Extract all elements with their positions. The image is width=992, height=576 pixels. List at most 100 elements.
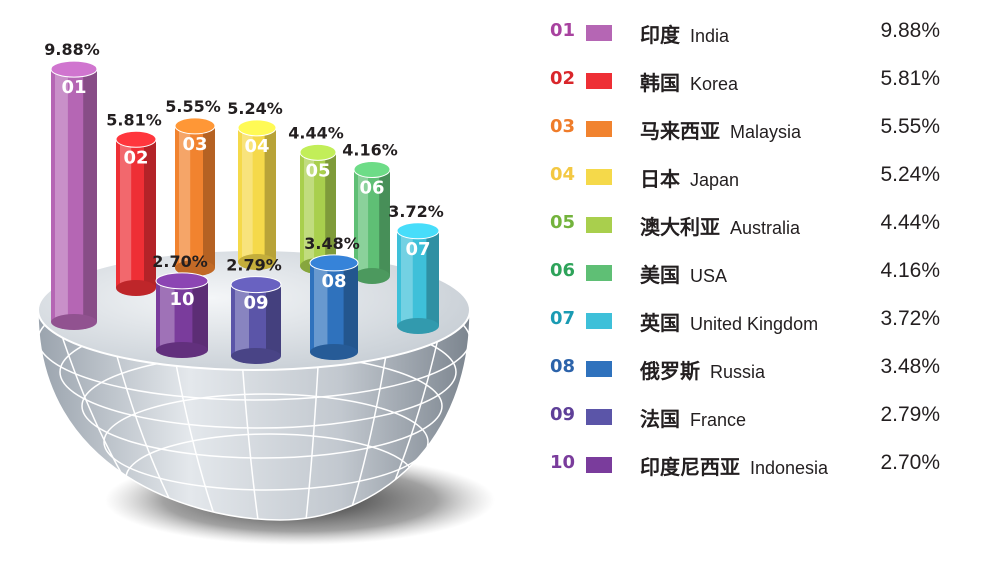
legend-percent: 3.48% xyxy=(880,355,940,378)
legend-item-02: 02 韩国 Korea 5.81% xyxy=(548,62,988,96)
legend-swatch xyxy=(586,313,612,329)
legend-country-en: Korea xyxy=(690,74,739,94)
bar-bottom-cap xyxy=(51,314,97,330)
legend-country-en: Malaysia xyxy=(730,122,802,142)
bar-shade xyxy=(343,262,358,352)
value-label-08: 3.48% xyxy=(304,234,360,253)
bar-top-cap xyxy=(353,161,391,179)
legend-number: 06 xyxy=(550,260,576,281)
legend-country-en: USA xyxy=(690,266,728,286)
legend-country-en: Australia xyxy=(730,218,801,238)
legend-item-06: 06 美国 USA 4.16% xyxy=(548,254,988,288)
legend-country-en: India xyxy=(690,26,730,46)
bar-highlight xyxy=(55,69,68,323)
bar-09: 09 xyxy=(230,276,282,364)
bar-top-cap xyxy=(50,60,98,78)
bar-bottom-cap xyxy=(175,260,215,276)
legend-country-cn: 英国 xyxy=(640,311,680,335)
legend-country-cn: 澳大利亚 xyxy=(640,215,720,239)
bar-number: 09 xyxy=(243,293,268,314)
legend-swatch xyxy=(586,409,612,425)
legend-number: 04 xyxy=(550,164,576,185)
legend-item-04: 04 日本 Japan 5.24% xyxy=(548,158,988,192)
bowl-grid-ring xyxy=(103,393,429,491)
value-label-05: 4.44% xyxy=(288,123,344,142)
bar-shade xyxy=(266,284,281,356)
legend-country: 印度尼西亚 Indonesia xyxy=(640,451,828,480)
value-labels: 9.88% 5.81%5.55% 5.24% 4.44%4.16% 3.72% 2.70%… xyxy=(44,40,444,275)
legend-swatch xyxy=(586,73,612,89)
bowl-grid-ring xyxy=(38,312,470,401)
legend-percent: 2.79% xyxy=(880,403,940,426)
value-label-03: 5.55% xyxy=(165,97,221,116)
bar-shade xyxy=(264,127,276,262)
legend-country: 法国 France xyxy=(640,403,746,432)
bar-02: 02 xyxy=(115,130,157,296)
value-label-04: 5.24% xyxy=(227,99,283,118)
legend-number: 03 xyxy=(550,116,576,137)
bar-number: 03 xyxy=(182,134,207,155)
value-label-09: 2.79% xyxy=(226,256,282,275)
legend-item-07: 07 英国 United Kingdom 3.72% xyxy=(548,302,988,336)
legend-country-cn: 日本 xyxy=(640,167,680,191)
bar-shade xyxy=(426,230,439,326)
bar-highlight xyxy=(314,262,328,352)
legend-item-05: 05 澳大利亚 Australia 4.44% xyxy=(548,206,988,240)
legend-country-cn: 马来西亚 xyxy=(640,119,720,143)
bar-07: 07 xyxy=(396,222,440,334)
bar-bottom-cap xyxy=(156,342,208,358)
bar-highlight xyxy=(235,284,249,356)
bar-bottom-cap xyxy=(231,348,281,364)
legend-swatch xyxy=(586,361,612,377)
bar-shade xyxy=(203,125,215,268)
bar-top-cap xyxy=(396,222,440,240)
legend-country-en: France xyxy=(690,410,747,430)
legend-country-en: United Kingdom xyxy=(690,314,819,334)
legend-country: 澳大利亚 Australia xyxy=(640,211,800,240)
bars: 01 02 03 04 05 06 07 10 09 08 xyxy=(50,60,440,364)
bar-top-cap xyxy=(230,276,282,294)
legend-country: 英国 United Kingdom xyxy=(640,307,818,336)
legend-country-cn: 美国 xyxy=(640,263,680,287)
legend-item-01: 01 印度 India 9.88% xyxy=(548,14,988,48)
legend-swatch xyxy=(586,121,612,137)
bar-highlight xyxy=(358,169,369,276)
bar-highlight xyxy=(304,152,315,266)
bar-highlight xyxy=(242,127,253,262)
bar-top-cap xyxy=(174,117,216,135)
legend-country: 印度 India xyxy=(640,19,729,48)
legend-swatch xyxy=(586,169,612,185)
value-label-07: 3.72% xyxy=(388,202,444,221)
value-label-10: 2.70% xyxy=(152,252,208,271)
legend: 01 印度 India 9.88% 02 韩国 Korea 5.81% 03 马来西亚 Malays… xyxy=(548,14,988,494)
legend-item-09: 09 法国 France 2.79% xyxy=(548,398,988,432)
legend-percent: 5.24% xyxy=(880,163,940,186)
bar-number: 04 xyxy=(244,136,269,157)
bar-10: 10 xyxy=(155,272,209,358)
bar-number: 10 xyxy=(169,289,194,310)
bar-03: 03 xyxy=(174,117,216,276)
legend-item-03: 03 马来西亚 Malaysia 5.55% xyxy=(548,110,988,144)
legend-item-10: 10 印度尼西亚 Indonesia 2.70% xyxy=(548,446,988,480)
legend-country-cn: 印度 xyxy=(640,23,680,47)
bar-bottom-cap xyxy=(354,268,390,284)
legend-country-cn: 法国 xyxy=(640,407,680,431)
bar-number: 06 xyxy=(359,178,384,199)
legend-country: 俄罗斯 Russia xyxy=(640,355,765,384)
bar-bottom-cap xyxy=(397,318,439,334)
bar-number: 01 xyxy=(61,77,86,98)
legend-country-en: Indonesia xyxy=(750,458,829,478)
value-label-01: 9.88% xyxy=(44,40,100,59)
bar-06: 06 xyxy=(353,161,391,284)
legend-number: 01 xyxy=(550,20,576,41)
legend-country-cn: 韩国 xyxy=(640,71,680,95)
bar-bottom-cap xyxy=(310,344,358,360)
bar-04: 04 xyxy=(237,119,277,270)
bar-number: 05 xyxy=(305,160,330,181)
legend-percent: 9.88% xyxy=(880,19,940,42)
legend-percent: 3.72% xyxy=(880,307,940,330)
legend-country-cn: 印度尼西亚 xyxy=(640,455,740,479)
legend-country-cn: 俄罗斯 xyxy=(640,359,700,383)
bar-top-cap xyxy=(115,130,157,148)
legend-swatch xyxy=(586,217,612,233)
